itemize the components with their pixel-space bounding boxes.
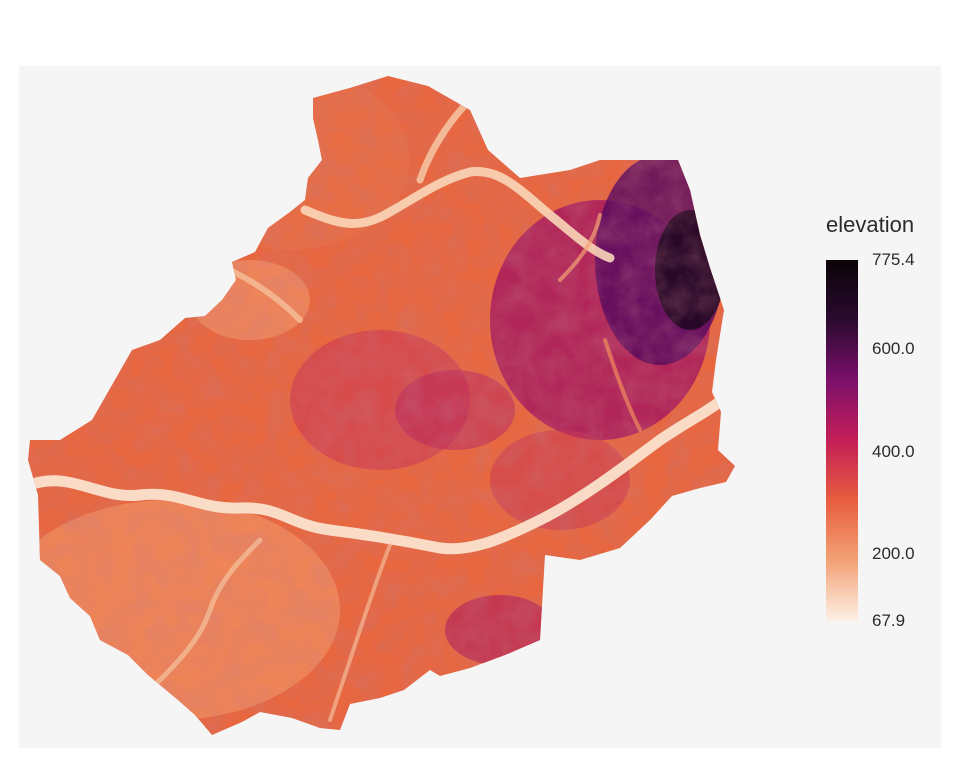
legend-label: 775.4 [872,250,915,269]
northeast-tributary [558,213,602,282]
southwest-tributary [147,537,263,693]
northwest-tributary [227,267,303,323]
eastern-tributary [603,338,642,432]
main-river-valley [28,394,728,555]
legend-label: 400.0 [872,441,915,461]
elevation-legend: elevation 775.4 600.0 400.0 200.0 67.9 [826,210,946,630]
legend-label: 600.0 [872,339,915,359]
northern-river-valley [300,167,615,263]
legend-label: 67.9 [872,611,906,630]
legend-label: 200.0 [872,543,915,563]
south-tributary [328,543,392,722]
legend-title: elevation [826,212,915,237]
legend-color-bar [826,260,858,621]
